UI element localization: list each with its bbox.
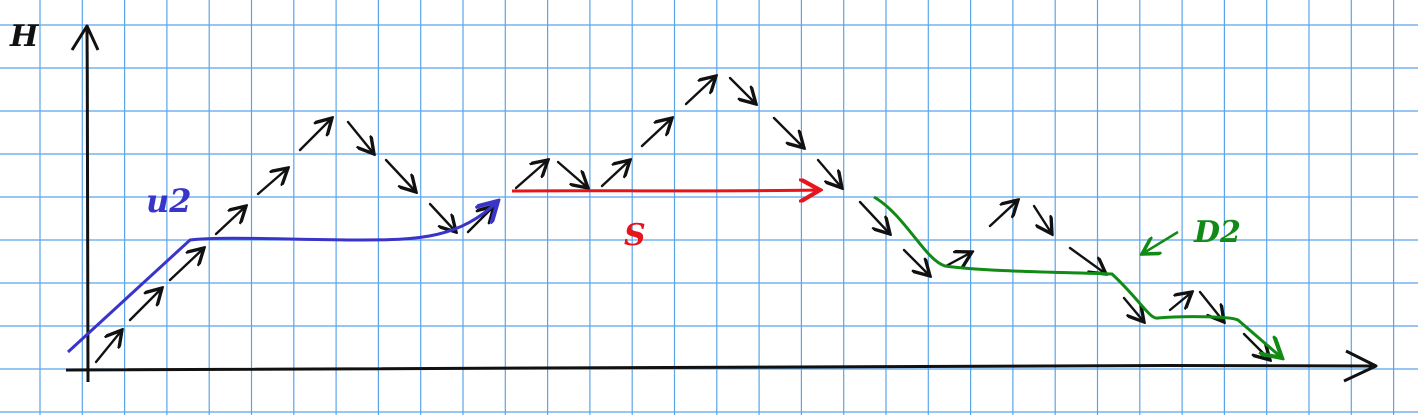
- step-arrow: [94, 330, 122, 364]
- step-arrow: [346, 120, 374, 154]
- x-axis-arrowhead: [1343, 349, 1378, 383]
- y-axis-label: H: [9, 19, 40, 54]
- green-label-pointer: [1142, 230, 1179, 254]
- step-arrow: [944, 252, 972, 266]
- red-path: [511, 190, 820, 191]
- step-arrow: [684, 76, 716, 106]
- step-arrow: [298, 118, 332, 152]
- step-arrow: [428, 202, 456, 232]
- step-arrow: [514, 160, 548, 190]
- y-axis: [85, 27, 90, 383]
- step-arrow: [384, 158, 416, 192]
- step-arrow: [1068, 246, 1106, 274]
- step-arrow: [256, 168, 288, 196]
- step-arrow: [168, 248, 204, 282]
- step-arrow: [1122, 296, 1144, 322]
- step-arrow: [988, 200, 1018, 228]
- x-axis: [65, 363, 1373, 372]
- blue-path: [66, 201, 498, 354]
- green-path: [873, 195, 1282, 358]
- y-axis-arrowhead: [70, 24, 100, 51]
- label-s: S: [624, 218, 646, 253]
- step-arrow: [858, 200, 890, 234]
- label-u2: u2: [146, 182, 192, 220]
- step-arrow: [816, 158, 842, 188]
- step-arrow: [600, 160, 630, 188]
- step-arrow: [728, 76, 756, 104]
- step-arrow: [128, 288, 162, 322]
- step-arrow: [556, 160, 588, 188]
- step-arrow: [1168, 292, 1192, 312]
- axes: H: [9, 19, 1378, 383]
- step-arrow: [772, 116, 804, 148]
- step-arrow: [1032, 204, 1052, 234]
- step-arrows: [94, 76, 1270, 364]
- label-d2: D2: [1193, 215, 1241, 250]
- step-arrow: [214, 206, 246, 236]
- step-arrow: [902, 248, 930, 276]
- step-arrow: [640, 118, 672, 148]
